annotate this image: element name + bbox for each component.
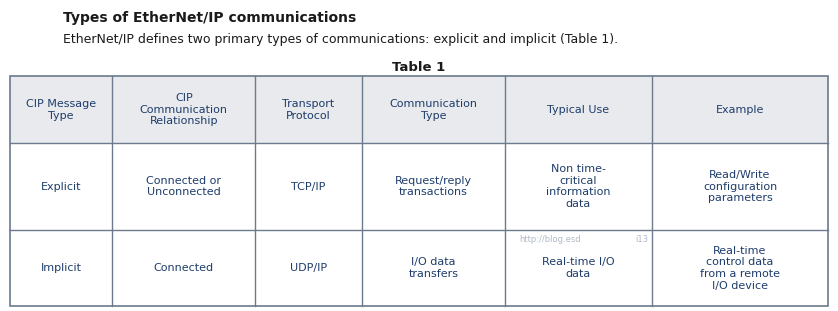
Text: Real-time
control data
from a remote
I/O device: Real-time control data from a remote I/O… [700, 246, 780, 291]
Text: CIP Message
Type: CIP Message Type [26, 99, 96, 121]
Text: Request/reply
transactions: Request/reply transactions [395, 176, 472, 197]
Text: Real-time I/O
data: Real-time I/O data [542, 258, 615, 279]
Text: Explicit: Explicit [41, 182, 81, 192]
Bar [10, 230, 828, 306]
Bar [10, 76, 828, 306]
Bar [10, 76, 828, 143]
Text: CIP
Communication
Relationship: CIP Communication Relationship [140, 93, 228, 126]
Text: TCP/IP: TCP/IP [292, 182, 326, 192]
Text: Transport
Protocol: Transport Protocol [282, 99, 334, 121]
Text: Implicit: Implicit [41, 263, 81, 273]
Bar [10, 143, 828, 230]
Text: i13: i13 [635, 235, 648, 244]
Text: Communication
Type: Communication Type [390, 99, 478, 121]
Text: UDP/IP: UDP/IP [290, 263, 327, 273]
Text: Typical Use: Typical Use [547, 105, 609, 115]
Text: Types of EtherNet/IP communications: Types of EtherNet/IP communications [63, 11, 356, 25]
Text: I/O data
transfers: I/O data transfers [408, 258, 458, 279]
Text: Connected or
Unconnected: Connected or Unconnected [147, 176, 221, 197]
Text: Table 1: Table 1 [392, 61, 446, 74]
Text: http://blog.esd: http://blog.esd [520, 235, 582, 244]
Text: Read/Write
configuration
parameters: Read/Write configuration parameters [703, 170, 777, 203]
Text: Non time-
critical
information
data: Non time- critical information data [546, 164, 611, 209]
Text: Example: Example [716, 105, 764, 115]
Text: EtherNet/IP defines two primary types of communications: explicit and implicit (: EtherNet/IP defines two primary types of… [63, 33, 618, 46]
Text: Connected: Connected [154, 263, 214, 273]
